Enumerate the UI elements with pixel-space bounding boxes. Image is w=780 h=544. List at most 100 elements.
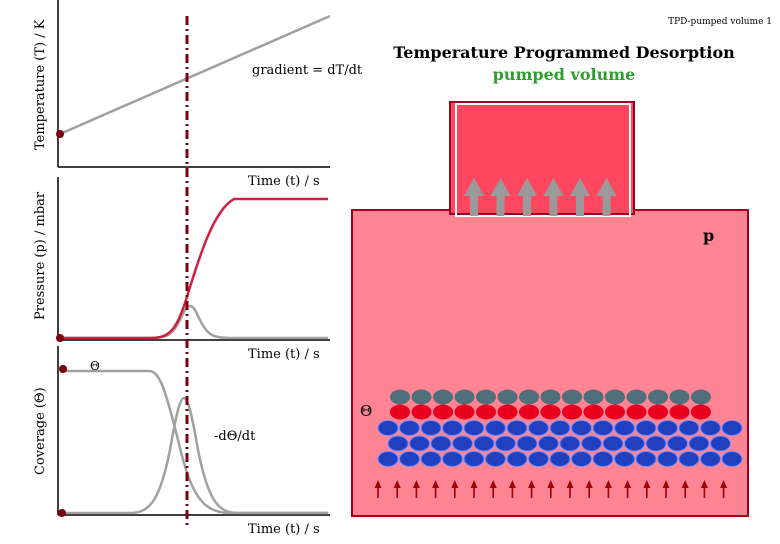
adsorbate-molecule-bottom: [691, 404, 711, 420]
up-arrow-icon: [596, 178, 617, 216]
adsorbate-molecule-bottom: [476, 404, 496, 420]
pressure-start-point: [56, 334, 64, 342]
small-up-arrow-icon: [374, 480, 382, 498]
substrate-atom: [700, 420, 721, 436]
substrate-atom: [559, 435, 581, 452]
adsorbate-molecule-bottom: [411, 404, 432, 420]
pressure-graph: Pressure (p) / mbar Time (t) / s: [33, 177, 330, 362]
adsorbate-molecule-top: [411, 389, 432, 405]
substrate-atom: [409, 435, 430, 452]
small-up-arrow-icon: [528, 480, 536, 498]
substrate-atom: [399, 420, 420, 436]
slide-subtitle: pumped volume: [493, 65, 636, 84]
small-up-arrow-icon: [432, 480, 440, 498]
substrate-atom: [710, 435, 731, 452]
pump-arrows: [464, 178, 617, 216]
adsorbate-molecule-bottom: [390, 404, 410, 420]
small-up-arrow-icon: [412, 480, 420, 498]
adsorbate-molecule-top: [519, 389, 539, 405]
adsorbate-molecule-top: [626, 389, 647, 405]
small-up-arrow-icon: [508, 480, 516, 498]
substrate-atom: [495, 435, 516, 452]
adsorbed-layer: [390, 389, 711, 420]
small-up-arrow-icon: [681, 480, 689, 498]
coverage-curve: [60, 369, 328, 515]
substrate-atom: [442, 451, 463, 467]
adsorbate-molecule-top: [669, 389, 690, 405]
pump-outlet-inner: [455, 103, 631, 217]
small-up-arrow-icon: [393, 480, 401, 498]
coverage-graph: Θ -dΘ/dt Coverage (Θ) Time (t) / s: [33, 346, 330, 537]
desorption-rate-peak: [60, 304, 328, 340]
substrate-atom: [571, 420, 592, 436]
substrate-atom: [657, 451, 678, 467]
temperature-graph: gradient = dT/dt Temperature (T) / K Tim…: [33, 0, 363, 189]
small-up-arrow-icon: [604, 480, 612, 498]
up-arrow-icon: [570, 178, 590, 216]
substrate-atom: [614, 420, 635, 436]
substrate-atom: [473, 435, 495, 452]
substrate-atom: [485, 451, 506, 467]
substrate-atom: [506, 420, 528, 436]
substrate-atom: [657, 420, 678, 436]
substrate-atom: [442, 420, 463, 436]
adsorbate-molecule-bottom: [583, 404, 604, 420]
adsorbate-molecule-top: [540, 389, 561, 405]
substrate-atom: [624, 435, 645, 452]
gradient-label: gradient = dT/dt: [252, 63, 363, 78]
adsorbate-molecule-top: [390, 389, 410, 405]
substrate-atom: [528, 451, 549, 467]
coverage-axis-label: Coverage (Θ): [33, 387, 48, 475]
substrate-atom: [377, 451, 399, 467]
up-arrow-icon: [464, 178, 484, 216]
substrate-atom: [678, 420, 700, 436]
substrate-atom: [430, 435, 452, 452]
small-up-arrow-icon: [624, 480, 632, 498]
substrate-atom: [721, 420, 743, 436]
substrate-atom: [549, 420, 571, 436]
substrate-atom: [602, 435, 624, 452]
substrate-atom: [700, 451, 721, 467]
small-up-arrow-icon: [489, 480, 497, 498]
adsorbate-molecule-bottom: [626, 404, 647, 420]
adsorbate-molecule-bottom: [433, 404, 453, 420]
adsorbate-molecule-bottom: [562, 404, 582, 420]
small-up-arrow-icon: [470, 480, 478, 498]
desorption-rate-curve: [60, 396, 328, 515]
temperature-axis-label: Temperature (T) / K: [33, 19, 48, 150]
substrate-atom: [678, 451, 700, 467]
small-up-arrow-icon: [662, 480, 670, 498]
pressure-symbol: p: [703, 226, 714, 245]
temperature-start-point: [56, 130, 64, 138]
time-axis-label: Time (t) / s: [248, 174, 320, 189]
small-up-arrow-icon: [720, 480, 728, 498]
substrate-atom: [667, 435, 688, 452]
substrate-surface: [377, 420, 743, 467]
substrate-atom: [571, 451, 592, 467]
adsorbate-molecule-bottom: [454, 404, 475, 420]
adsorbate-molecule-bottom: [540, 404, 561, 420]
slide-title: Temperature Programmed Desorption: [393, 43, 735, 62]
substrate-atom: [420, 420, 442, 436]
up-arrow-icon: [543, 178, 564, 216]
substrate-atom: [538, 435, 559, 452]
substrate-atom: [688, 435, 710, 452]
substrate-atom: [387, 435, 409, 452]
small-up-arrow-icon: [643, 480, 651, 498]
substrate-atom: [463, 420, 485, 436]
adsorbate-molecule-bottom: [669, 404, 690, 420]
adsorbate-molecule-top: [476, 389, 496, 405]
substrate-atom: [420, 451, 442, 467]
substrate-atom: [592, 420, 614, 436]
substrate-atom: [463, 451, 485, 467]
rate-start-point: [58, 509, 66, 517]
pressure-curve: [60, 197, 328, 340]
heating-flux-arrows: [374, 480, 728, 498]
substrate-atom: [614, 451, 635, 467]
small-up-arrow-icon: [700, 480, 708, 498]
substrate-atom: [528, 420, 549, 436]
substrate-atom: [506, 451, 528, 467]
adsorbate-molecule-top: [648, 389, 668, 405]
